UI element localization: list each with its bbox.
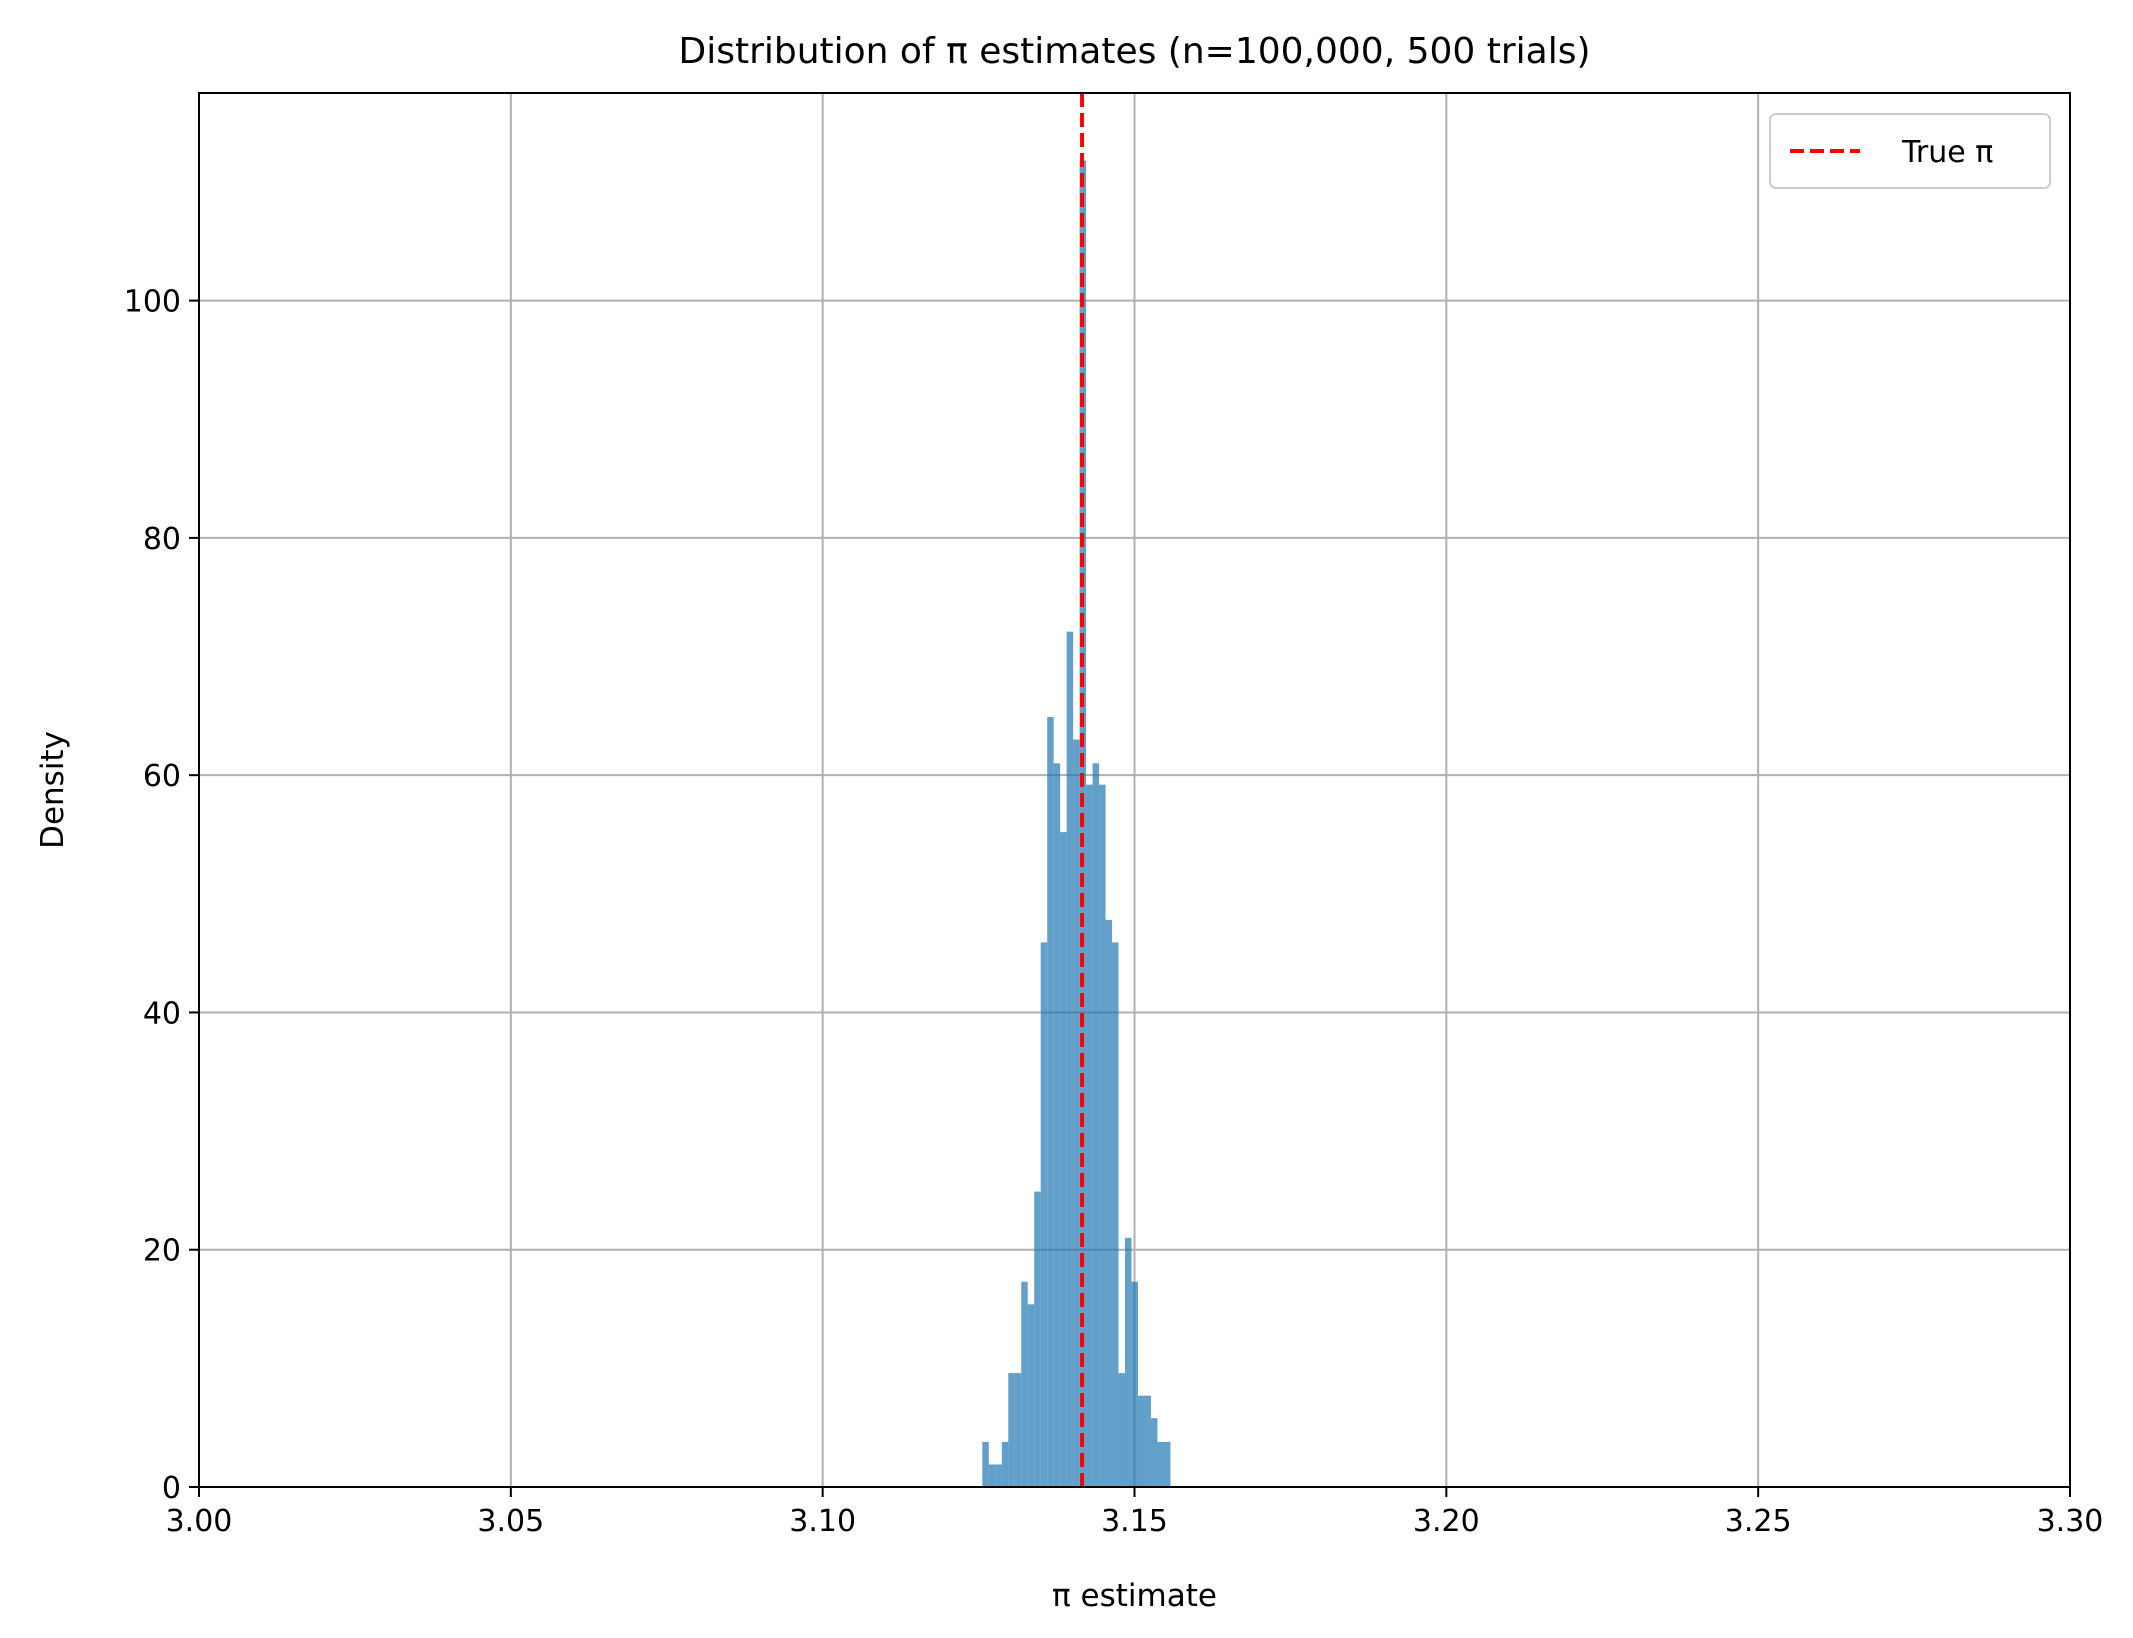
legend: True π (1769, 113, 2051, 189)
histogram-bar (1092, 763, 1100, 1487)
y-tick-label: 60 (143, 759, 181, 794)
histogram-bar (1099, 784, 1106, 1487)
histogram-bar (1053, 763, 1061, 1487)
histogram-bar (1027, 1304, 1035, 1487)
histogram-bar (1144, 1395, 1151, 1487)
x-tick-label: 3.15 (1101, 1504, 1168, 1539)
histogram-bar (1047, 717, 1054, 1487)
histogram-bar (1163, 1441, 1171, 1487)
histogram-bar (1118, 1373, 1126, 1487)
histogram-bar (988, 1464, 996, 1487)
histogram-bar (1073, 739, 1080, 1487)
x-axis-label: π estimate (1052, 1578, 1217, 1614)
legend-box (1769, 113, 2051, 189)
histogram-bar (1001, 1441, 1009, 1487)
histogram-bar (1066, 631, 1074, 1487)
histogram-bar (995, 1464, 1002, 1487)
histogram-bar (1137, 1395, 1145, 1487)
histogram-bar (1112, 942, 1119, 1487)
x-tick-label: 3.10 (789, 1504, 856, 1539)
x-tick-label: 3.30 (2037, 1504, 2104, 1539)
histogram-bar (1008, 1373, 1015, 1487)
histogram-bar (1040, 942, 1048, 1487)
histogram-bar (1086, 784, 1093, 1487)
histogram-bar (1014, 1373, 1022, 1487)
y-tick-label: 40 (143, 996, 181, 1031)
histogram-bar (1021, 1281, 1028, 1487)
histogram-bar (1060, 832, 1067, 1487)
axis-ticks: 3.00 3.05 3.10 3.15 3.20 3.25 3.30 0 20 40 60 80 100 (124, 285, 2104, 1539)
histogram-bar (1034, 1191, 1041, 1487)
y-axis-label: Density (35, 731, 71, 849)
histogram-bar (1105, 919, 1113, 1487)
histogram-bar (982, 1441, 989, 1487)
histogram-bar (1125, 1237, 1132, 1487)
histogram-bar (1131, 1281, 1138, 1487)
x-tick-label: 3.00 (166, 1504, 233, 1539)
x-tick-label: 3.20 (1413, 1504, 1480, 1539)
y-tick-label: 20 (143, 1234, 181, 1269)
legend-label: True π (1901, 135, 1993, 170)
histogram-bar (1150, 1418, 1158, 1487)
y-tick-label: 80 (143, 522, 181, 557)
chart-title: Distribution of π estimates (n=100,000, … (678, 31, 1590, 72)
histogram-bar (1157, 1441, 1164, 1487)
y-tick-label: 0 (162, 1471, 181, 1506)
y-tick-label: 100 (124, 285, 181, 320)
x-tick-label: 3.05 (477, 1504, 544, 1539)
x-tick-label: 3.25 (1725, 1504, 1792, 1539)
